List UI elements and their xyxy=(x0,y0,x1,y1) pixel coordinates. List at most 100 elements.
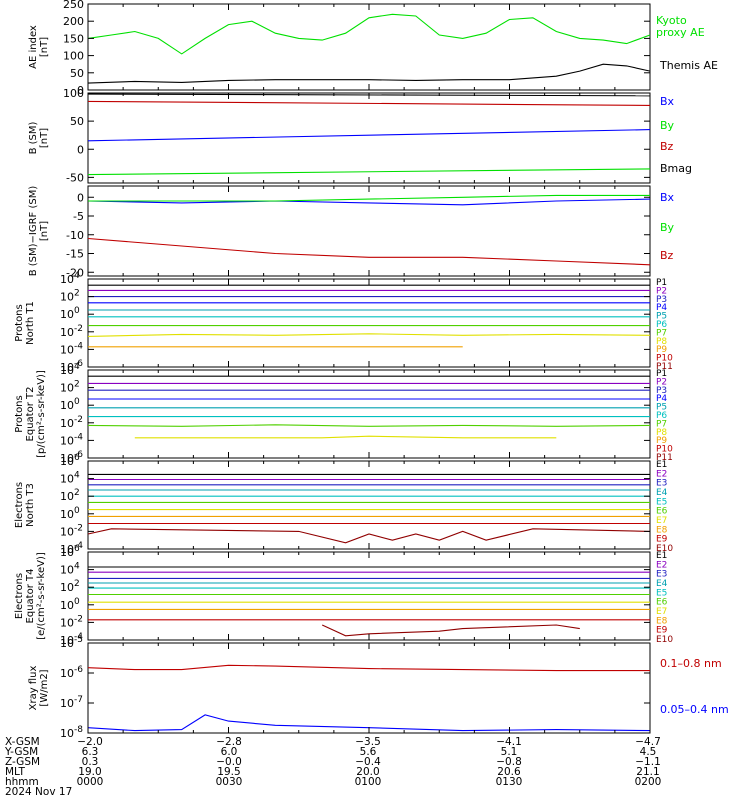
series-line-e10 xyxy=(321,624,580,637)
y-tick-label: 10 xyxy=(60,508,74,521)
channel-label-p9: P9 xyxy=(656,345,667,355)
y-tick-label: 10 xyxy=(60,637,74,650)
footer-cell: 6.3 xyxy=(82,746,99,758)
series-line-p8 xyxy=(87,333,651,337)
footer-cell: 0030 xyxy=(216,776,243,788)
legend-b-by: By xyxy=(660,119,675,132)
footer-cell: 5.1 xyxy=(501,746,518,758)
channel-label-e9: E9 xyxy=(656,626,668,636)
channel-label-e8: E8 xyxy=(656,616,668,626)
y-tick-label: 10 xyxy=(60,634,74,647)
y-tick-label: 10 xyxy=(60,455,74,468)
channel-label-e5: E5 xyxy=(656,497,667,507)
y-tick-label: 10 xyxy=(60,308,74,321)
y-tick-label: 10 xyxy=(60,434,74,447)
y-tick-label: -15 xyxy=(66,248,84,261)
y-tick-label: 250 xyxy=(63,0,84,11)
legend-kyoto-1: Kyoto xyxy=(656,14,687,27)
y-tick-label: 10 xyxy=(60,599,74,612)
y-tick-label: 10 xyxy=(60,546,74,559)
footer-label-date: 2024 Nov 17 xyxy=(5,786,72,798)
channel-label-p4: P4 xyxy=(656,394,667,404)
y-tick-label: 10 xyxy=(60,452,74,465)
y-tick-label-exp: -6 xyxy=(74,450,83,460)
channel-label-e1: E1 xyxy=(656,551,667,561)
y-tick-label-exp: -6 xyxy=(74,359,83,369)
y-tick-label: 10 xyxy=(60,543,74,556)
y-tick-label-exp: 6 xyxy=(74,544,80,554)
footer-cell: −4.1 xyxy=(496,736,522,748)
ylabel-xray-1: Xray flux xyxy=(28,666,39,711)
channel-label-e5: E5 xyxy=(656,588,667,598)
footer-label-ygsm: Y-GSM xyxy=(4,746,38,758)
y-tick-label-exp: 2 xyxy=(74,380,80,390)
channel-label-p10: P10 xyxy=(656,445,673,455)
panel-protons-north-frame xyxy=(87,278,651,368)
y-tick-label: 10 xyxy=(60,473,74,486)
y-tick-label-exp: -8 xyxy=(74,725,83,735)
y-tick-label: 10 xyxy=(60,343,74,356)
channel-label-p5: P5 xyxy=(656,312,667,322)
footer-cell: 0000 xyxy=(77,776,104,788)
y-tick-label-exp: -5 xyxy=(74,635,83,645)
ylabel-pe-1: Protons xyxy=(14,395,25,432)
channel-label-e4: E4 xyxy=(656,579,668,589)
y-tick-label: 100 xyxy=(63,87,84,100)
y-tick-label-exp: 0 xyxy=(74,306,80,316)
y-tick-label: 10 xyxy=(60,399,74,412)
ylabel-bdiff-1: B (SM)−IGRF (SM) xyxy=(28,186,39,277)
channel-label-p1: P1 xyxy=(656,369,667,379)
channel-label-p11: P11 xyxy=(656,453,673,463)
channel-label-p11: P11 xyxy=(656,362,673,372)
y-tick-label: 100 xyxy=(63,50,84,63)
footer-cell: −4.7 xyxy=(635,736,661,748)
y-tick-label: -10 xyxy=(66,229,84,242)
y-tick-label-exp: 4 xyxy=(74,471,80,481)
footer-col-0: −2.0 6.3 0.3 19.0 0000 xyxy=(77,736,104,788)
y-tick-label-exp: 6 xyxy=(74,453,80,463)
channel-label-p2: P2 xyxy=(656,377,667,387)
footer-cell: 0.3 xyxy=(82,756,99,768)
channel-label-e10: E10 xyxy=(656,635,673,645)
footer-cell: 0130 xyxy=(496,776,523,788)
channel-label-p6: P6 xyxy=(656,411,667,421)
footer-cell: 20.6 xyxy=(497,766,521,778)
series-layer xyxy=(87,13,651,732)
channel-label-p6: P6 xyxy=(656,320,667,330)
channel-label-p7: P7 xyxy=(656,328,667,338)
y-tick-label: 10 xyxy=(60,361,74,374)
ylabel-ae-2: [nT] xyxy=(39,37,50,57)
y-tick-label-exp: 4 xyxy=(74,562,80,572)
y-tick-label: 200 xyxy=(63,15,84,28)
y-tick-label: 10 xyxy=(60,273,74,286)
channel-label-e6: E6 xyxy=(656,598,668,608)
series-line-bmag xyxy=(87,129,651,142)
channel-label-e3: E3 xyxy=(656,479,667,489)
series-line-p8 xyxy=(134,435,557,439)
y-tick-label: 10 xyxy=(60,616,74,629)
y-tick-label-exp: 4 xyxy=(74,362,80,372)
y-tick-label-exp: 0 xyxy=(74,506,80,516)
series-line-kyoto-proxy-ae xyxy=(87,13,651,55)
channel-label-e10: E10 xyxy=(656,544,673,554)
ylabel-pn-1: Protons xyxy=(14,304,25,341)
panel-xray-frame xyxy=(87,642,651,734)
legend-themis: Themis AE xyxy=(659,59,718,72)
y-tick-label-exp: -2 xyxy=(74,523,83,533)
footer-cell: 20.0 xyxy=(356,766,379,778)
channel-label-p8: P8 xyxy=(656,337,667,347)
series-line-bx xyxy=(87,198,651,206)
y-tick-label: 150 xyxy=(63,32,84,45)
footer-cell: 19.0 xyxy=(78,766,101,778)
y-tick-label-exp: 2 xyxy=(74,488,80,498)
footer-label-zgsm: Z-GSM xyxy=(5,756,40,768)
ylabel-en-2: North T3 xyxy=(25,483,36,527)
channel-label-e4: E4 xyxy=(656,488,668,498)
footer-cell: 0200 xyxy=(635,776,662,788)
ylabel-bdiff-2: [nT] xyxy=(39,221,50,241)
footer-cell: −0.8 xyxy=(496,756,522,768)
footer-cell: 19.5 xyxy=(217,766,240,778)
y-tick-label-exp: -2 xyxy=(74,415,83,425)
ylabel-en-1: Electrons xyxy=(14,482,25,528)
ylabel-pn-2: North T1 xyxy=(25,301,36,345)
